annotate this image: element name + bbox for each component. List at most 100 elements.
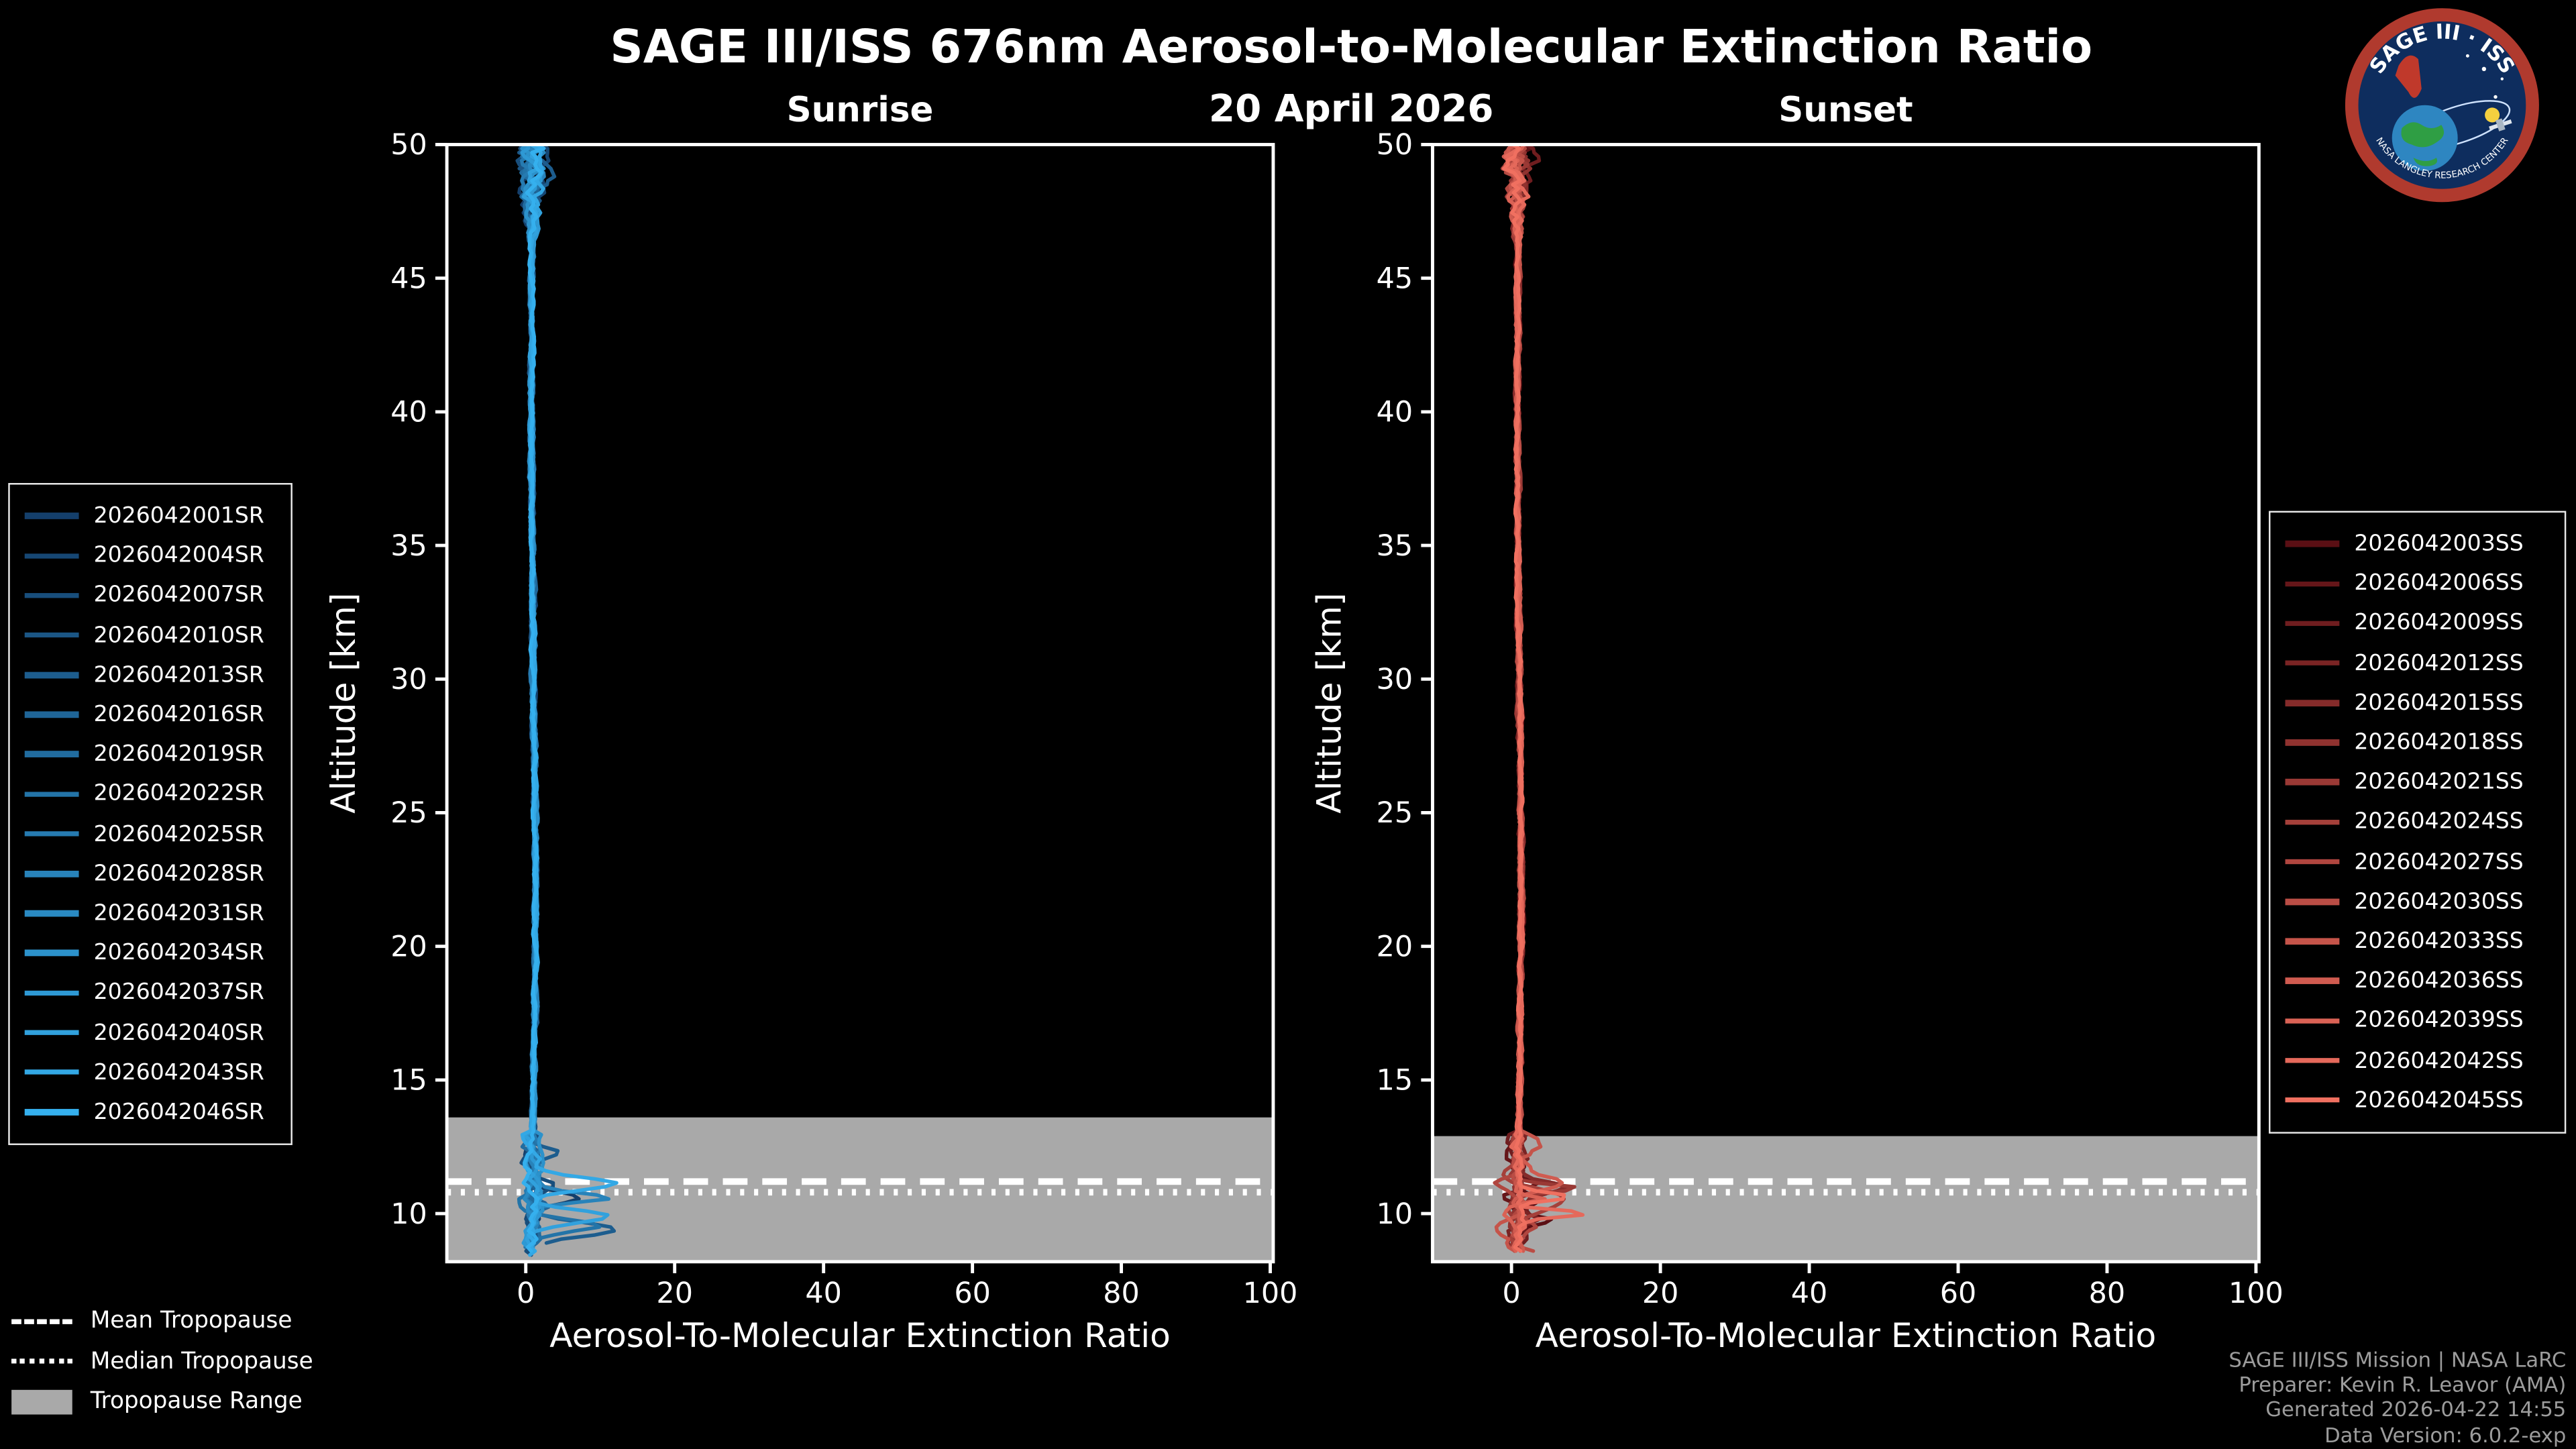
median-tropopause-label: Median Tropopause: [90, 1348, 313, 1375]
y-tick-label: 30: [390, 663, 427, 696]
legend-line-swatch: [2285, 580, 2340, 587]
legend-label: 2026042039SS: [2354, 1008, 2524, 1034]
legend-line-swatch: [24, 712, 79, 718]
legend-label: 2026042031SR: [93, 900, 264, 927]
y-axis-label: Altitude [km]: [323, 593, 363, 814]
legend-label: 2026042001SR: [93, 502, 264, 529]
legend-label: 2026042040SR: [93, 1019, 264, 1046]
legend-item: 2026042004SR: [24, 536, 276, 576]
legend-line-swatch: [2285, 660, 2340, 666]
legend-item: 2026042021SS: [2285, 763, 2550, 802]
legend-label: 2026042030SS: [2354, 888, 2524, 915]
sunrise-plot: 0 20 40 60 80 100 10 15 20 25 30 35 40 45 50 Aerosol-To…: [323, 128, 1298, 1355]
legend-line-swatch: [2285, 1018, 2340, 1024]
x-tick-label: 80: [1103, 1277, 1140, 1310]
range-patch-swatch: [11, 1389, 72, 1415]
profile-line: [521, 144, 546, 1253]
legend-item: 2026042024SS: [2285, 802, 2550, 842]
credit-generated: Generated 2026-04-22 14:55: [2265, 1397, 2567, 1422]
legend-label: 2026042004SR: [93, 542, 264, 570]
y-tick-label: 30: [1377, 663, 1413, 696]
profile-lines-group: [515, 144, 619, 1257]
legend-item: 2026042018SS: [2285, 722, 2550, 762]
legend-item: 2026042030SS: [2285, 881, 2550, 921]
tropopause-range-label: Tropopause Range: [90, 1389, 303, 1415]
x-tick-label: 0: [517, 1277, 535, 1310]
legend-item: 2026042001SR: [24, 496, 276, 536]
legend-item: 2026042045SS: [2285, 1081, 2550, 1120]
y-axis-label: Altitude [km]: [1309, 593, 1348, 814]
legend-label: 2026042007SR: [93, 582, 264, 609]
legend-line-swatch: [2285, 1097, 2340, 1104]
legend-line-swatch: [2285, 938, 2340, 945]
y-tick-label: 10: [390, 1197, 427, 1231]
legend-line-swatch: [2285, 1057, 2340, 1064]
mean-tropopause-legend-item: Mean Tropopause: [11, 1301, 313, 1342]
legend-label: 2026042025SR: [93, 820, 264, 847]
legend-item: 2026042034SR: [24, 933, 276, 973]
y-tick-label: 25: [1377, 796, 1413, 830]
legend-line-swatch: [24, 830, 79, 837]
legend-line-swatch: [24, 672, 79, 678]
legend-label: 2026042018SS: [2354, 729, 2524, 756]
sunset-legend: 2026042003SS 2026042006SS 2026042009SS 2026…: [2269, 511, 2567, 1134]
dotted-line-swatch: [11, 1359, 72, 1364]
sunset-panel-title: Sunset: [1778, 90, 1913, 130]
y-tick-label: 45: [1377, 262, 1413, 295]
y-tick-label: 20: [390, 930, 427, 963]
legend-item: 2026042033SS: [2285, 922, 2550, 961]
legend-line-swatch: [24, 989, 79, 996]
legend-label: 2026042027SS: [2354, 849, 2524, 875]
legend-line-swatch: [24, 791, 79, 798]
legend-line-swatch: [24, 950, 79, 957]
x-tick-label: 20: [656, 1277, 693, 1310]
legend-label: 2026042043SR: [93, 1059, 264, 1086]
legend-item: 2026042015SS: [2285, 683, 2550, 722]
legend-item: 2026042040SR: [24, 1013, 276, 1053]
plot-border: [445, 143, 1275, 1264]
legend-item: 2026042012SS: [2285, 643, 2550, 683]
legend-item: 2026042013SR: [24, 655, 276, 695]
credits-block: SAGE III/ISS Mission | NASA LaRC Prepare…: [2229, 1347, 2566, 1447]
legend-line-swatch: [2285, 898, 2340, 905]
legend-line-swatch: [2285, 541, 2340, 547]
legend-item: 2026042022SR: [24, 774, 276, 814]
legend-item: 2026042025SR: [24, 814, 276, 853]
legend-item: 2026042036SS: [2285, 961, 2550, 1001]
moon: [2485, 107, 2500, 123]
y-tick-label: 25: [390, 796, 427, 830]
legend-item: 2026042007SR: [24, 576, 276, 615]
y-tick-label: 45: [390, 262, 427, 295]
logo-figure: [2395, 55, 2422, 98]
legend-line-swatch: [24, 910, 79, 916]
legend-item: 2026042039SS: [2285, 1001, 2550, 1040]
legend-line-swatch: [2285, 819, 2340, 825]
legend-label: 2026042037SR: [93, 979, 264, 1006]
sunset-plot: 0 20 40 60 80 100 10 15 20 25 30 35 40 45 50 Aerosol-To…: [1309, 128, 2283, 1355]
dashed-line-swatch: [11, 1319, 72, 1324]
y-tick-label: 35: [1377, 529, 1413, 563]
legend-item: 2026042003SS: [2285, 524, 2550, 564]
legend-label: 2026042034SR: [93, 940, 264, 967]
y-tick-label: 50: [1377, 128, 1413, 162]
legend-item: 2026042010SR: [24, 615, 276, 655]
legend-line-swatch: [24, 871, 79, 877]
legend-item: 2026042028SR: [24, 854, 276, 894]
legend-label: 2026042022SR: [93, 781, 264, 808]
plot-border: [1431, 143, 2261, 1264]
legend-line-swatch: [2285, 859, 2340, 865]
x-tick-label: 60: [1940, 1277, 1977, 1310]
legend-line-swatch: [24, 751, 79, 757]
legend-item: 2026042042SS: [2285, 1040, 2550, 1080]
legend-label: 2026042013SR: [93, 661, 264, 688]
x-tick-label: 100: [1243, 1277, 1298, 1310]
figure-title: SAGE III/ISS 676nm Aerosol-to-Molecular …: [610, 19, 2093, 74]
tropopause-range-legend-item: Tropopause Range: [11, 1382, 313, 1422]
legend-item: 2026042016SR: [24, 695, 276, 735]
legend-line-swatch: [24, 1069, 79, 1075]
legend-label: 2026042036SS: [2354, 967, 2524, 995]
y-tick-label: 15: [1377, 1064, 1413, 1097]
legend-label: 2026042033SS: [2354, 928, 2524, 955]
sage-iss-logo: SAGE III · ISS NASA LANGLEY RESEARCH CEN…: [2345, 8, 2539, 203]
